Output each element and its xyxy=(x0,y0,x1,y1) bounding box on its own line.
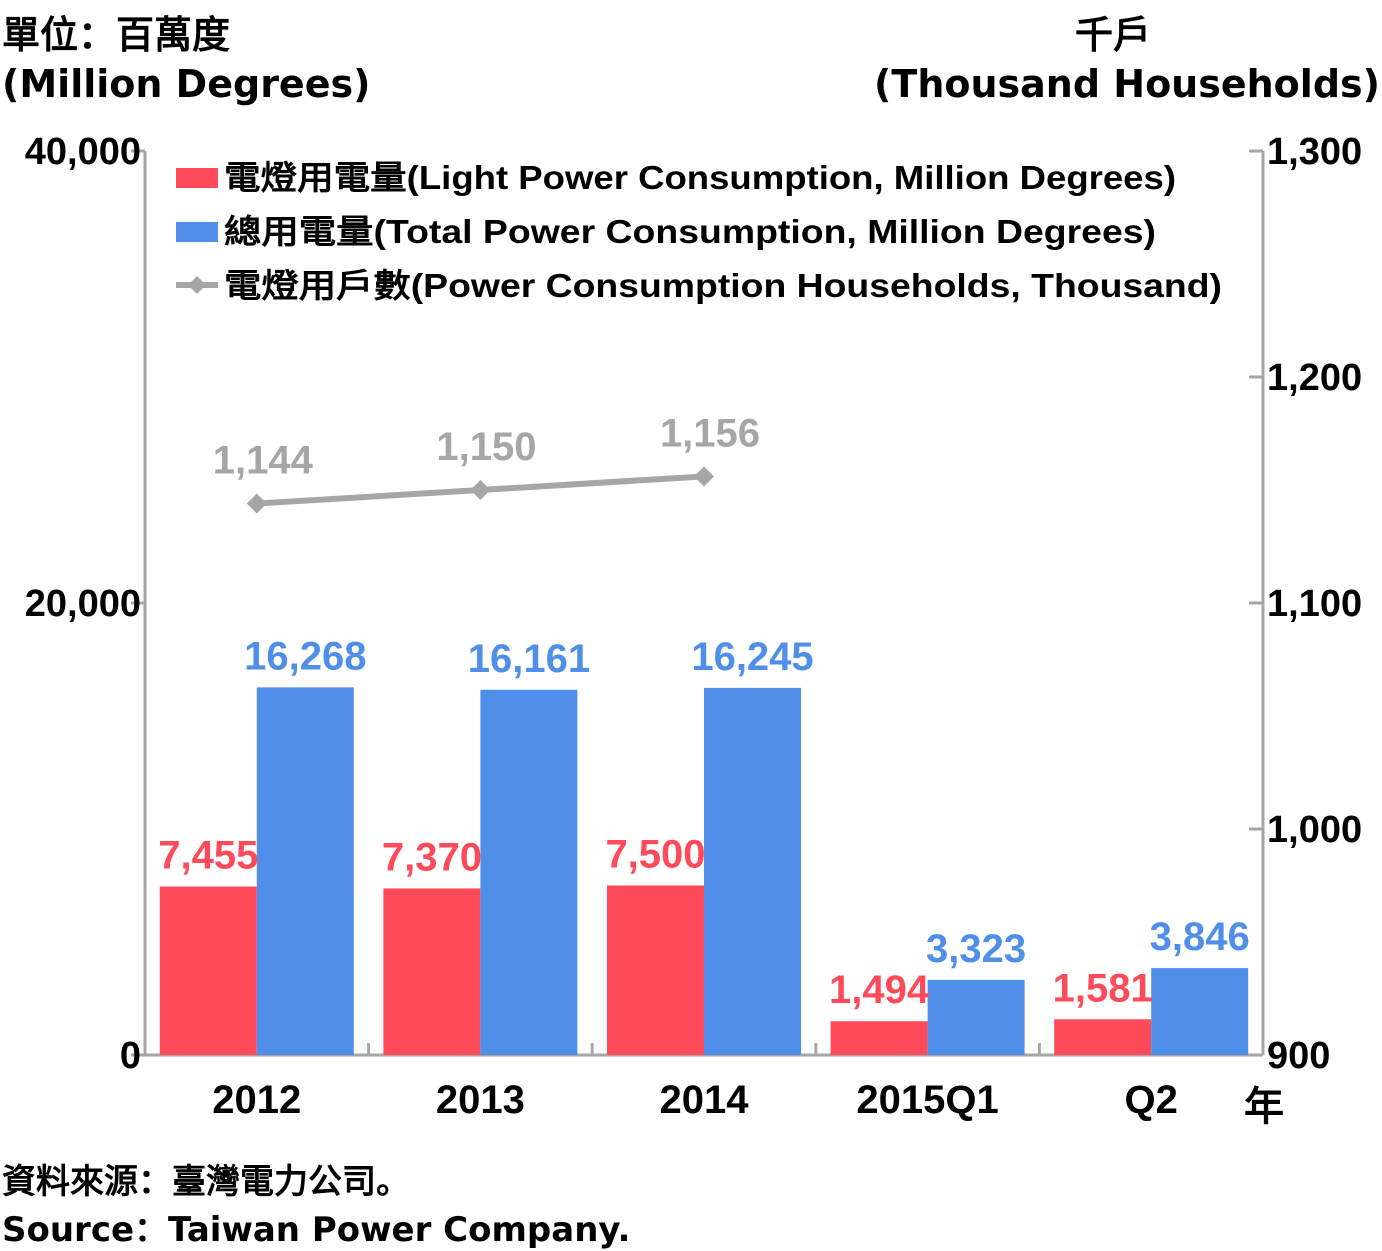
x-tick-label: 2014 xyxy=(660,1078,750,1122)
x-tick-label: 2013 xyxy=(436,1078,525,1122)
bar xyxy=(159,886,257,1055)
bar xyxy=(704,687,801,1055)
legend-label: 電燈用電量(Light Power Consumption, Million D… xyxy=(224,159,1176,196)
bar xyxy=(480,689,578,1055)
left-tick-label: 0 xyxy=(120,1035,141,1077)
bar-value-label: 3,846 xyxy=(1150,915,1250,959)
line-point xyxy=(246,493,267,514)
bar-value-label: 16,161 xyxy=(468,637,590,681)
line-value-label: 1,144 xyxy=(213,439,314,483)
x-tick-label: 2015Q1 xyxy=(856,1078,998,1122)
left-tick-label: 20,000 xyxy=(25,583,141,625)
bar xyxy=(1151,968,1249,1055)
legend-marker xyxy=(188,276,206,294)
x-axis-unit: 年 xyxy=(1244,1084,1284,1130)
right-tick-label: 900 xyxy=(1267,1035,1330,1077)
bar-value-label: 7,370 xyxy=(382,835,482,879)
right-tick-label: 1,000 xyxy=(1267,809,1362,851)
left-axis-unit-zh: 單位：百萬度 xyxy=(2,13,231,57)
x-tick-label: Q2 xyxy=(1125,1078,1178,1122)
bar-value-label: 16,245 xyxy=(691,635,813,679)
legend-label: 電燈用戶數(Power Consumption Households, Thou… xyxy=(224,267,1222,304)
bar-value-label: 3,323 xyxy=(926,927,1026,971)
bar xyxy=(256,687,354,1055)
bar-value-label: 7,500 xyxy=(605,833,705,877)
bar-value-label: 1,494 xyxy=(829,968,930,1012)
line-value-label: 1,150 xyxy=(436,425,536,469)
legend-swatch xyxy=(176,168,218,188)
data-labels: 7,455 7,370 7,500 1,494 1,581 16,268 16,161 16,… xyxy=(158,411,1250,1012)
left-tick-label: 40,000 xyxy=(25,131,141,173)
right-tick-label: 1,300 xyxy=(1267,131,1362,173)
bar xyxy=(830,1021,928,1055)
bar xyxy=(607,885,704,1055)
source-en: Source：Taiwan Power Company. xyxy=(2,1210,631,1250)
bar xyxy=(1054,1019,1152,1055)
source-zh: 資料來源：臺灣電力公司。 xyxy=(2,1162,410,1202)
line-point xyxy=(694,466,714,487)
legend-swatch xyxy=(176,222,218,242)
bars xyxy=(159,687,1249,1055)
right-axis-unit-zh: 千戶 xyxy=(1075,13,1152,57)
x-tick-label: 2012 xyxy=(212,1078,301,1122)
households-line xyxy=(246,466,714,514)
legend-label: 總用電量(Total Power Consumption, Million De… xyxy=(224,213,1156,250)
line-point xyxy=(470,480,491,500)
left-axis-unit-en: (Million Degrees) xyxy=(2,62,371,106)
bar-value-label: 16,268 xyxy=(244,634,366,678)
axes: 0 20,000 40,000 900 1,000 1,100 1,200 1,300 2012… xyxy=(25,131,1362,1122)
right-axis-unit-en: (Thousand Households) xyxy=(874,62,1380,106)
right-tick-label: 1,100 xyxy=(1267,583,1362,625)
right-tick-label: 1,200 xyxy=(1267,357,1362,399)
bar-value-label: 1,581 xyxy=(1053,966,1153,1010)
bar xyxy=(927,979,1025,1055)
legend: 電燈用電量(Light Power Consumption, Million D… xyxy=(176,159,1222,304)
bar xyxy=(383,888,481,1055)
bar-value-label: 7,455 xyxy=(158,834,258,878)
line-value-label: 1,156 xyxy=(660,411,760,455)
